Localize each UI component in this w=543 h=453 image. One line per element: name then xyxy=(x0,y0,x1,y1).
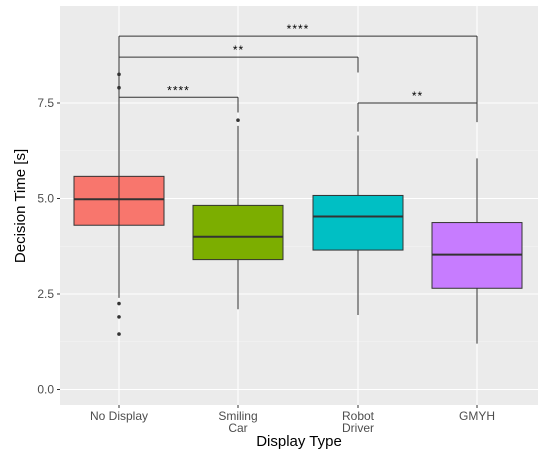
outlier-point xyxy=(117,315,121,319)
x-tick-label: Smiling xyxy=(218,409,257,423)
significance-label: ** xyxy=(233,43,244,57)
box xyxy=(192,204,284,261)
box xyxy=(312,194,404,251)
x-tick-label: Driver xyxy=(342,421,374,435)
y-tick-label: 2.5 xyxy=(37,287,54,301)
y-axis-ticks: 0.0 2.5 5.0 7.5 xyxy=(37,96,60,397)
significance-label: ** xyxy=(412,89,423,103)
significance-label: **** xyxy=(287,22,310,36)
y-axis-title: Decision Time [s] xyxy=(12,149,29,263)
x-tick-label: No Display xyxy=(90,409,148,423)
x-tick-label: GMYH xyxy=(459,409,495,423)
significance-label: **** xyxy=(167,83,190,97)
significance-brackets: ********** ** xyxy=(118,22,478,272)
outlier-point xyxy=(236,118,240,122)
x-tick-label: Robot xyxy=(342,409,375,423)
outlier-point xyxy=(117,332,121,336)
outlier-point xyxy=(117,301,121,306)
y-tick-label: 5.0 xyxy=(37,192,54,206)
y-tick-label: 7.5 xyxy=(37,96,54,110)
x-tick-label: Car xyxy=(228,421,247,435)
y-tick-label: 0.0 xyxy=(37,383,54,397)
x-axis-title: Display Type xyxy=(256,433,342,450)
